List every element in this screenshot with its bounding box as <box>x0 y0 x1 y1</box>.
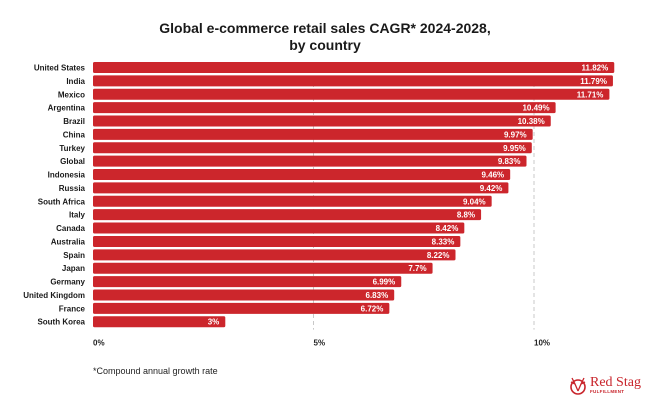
category-label: South Africa <box>38 197 86 206</box>
bar <box>93 316 226 328</box>
logo-sub: FULFILLMENT <box>590 389 625 394</box>
category-label: Canada <box>56 224 85 233</box>
data-label: 6.72% <box>361 304 384 313</box>
bar <box>93 75 613 87</box>
category-label: India <box>66 77 85 86</box>
bar <box>93 209 482 221</box>
x-tick-label: 0% <box>93 339 105 348</box>
bar <box>93 182 509 194</box>
bar <box>93 115 551 127</box>
stag-icon <box>570 377 586 395</box>
category-label: South Korea <box>37 318 85 327</box>
bar <box>93 289 395 301</box>
category-label: Italy <box>69 211 86 220</box>
bar <box>93 235 461 247</box>
data-label: 8.8% <box>457 211 475 220</box>
x-tick-label: 10% <box>534 339 550 348</box>
bar <box>93 142 532 154</box>
category-label: Turkey <box>59 144 85 153</box>
data-label: 8.33% <box>432 237 455 246</box>
bar <box>93 155 527 167</box>
data-label: 9.04% <box>463 197 486 206</box>
x-tick-label: 5% <box>314 339 326 348</box>
bar <box>93 276 402 288</box>
category-label: Brazil <box>63 117 85 126</box>
category-label: Australia <box>51 237 86 246</box>
logo-brand: Red Stag <box>590 375 641 390</box>
chart-title-line1: Global e-commerce retail sales CAGR* 202… <box>159 20 491 36</box>
bar <box>93 128 533 140</box>
bar <box>93 302 390 314</box>
data-label: 10.49% <box>522 104 549 113</box>
bar <box>93 88 610 100</box>
data-label: 11.71% <box>577 90 604 99</box>
footnote: *Compound annual growth rate <box>93 366 218 376</box>
bar <box>93 222 465 234</box>
data-label: 8.42% <box>436 224 459 233</box>
data-label: 3% <box>208 318 220 327</box>
category-label: United Kingdom <box>23 291 85 300</box>
data-label: 9.95% <box>503 144 526 153</box>
category-label: Mexico <box>58 90 85 99</box>
bar <box>93 249 456 261</box>
data-label: 6.99% <box>373 278 396 287</box>
chart-title-line2: by country <box>289 37 361 53</box>
data-label: 9.97% <box>504 130 527 139</box>
category-label: Russia <box>59 184 86 193</box>
category-label: Indonesia <box>48 171 86 180</box>
red-stag-logo: Red Stag FULFILLMENT <box>568 374 641 396</box>
category-label: Spain <box>63 251 85 260</box>
category-label: Germany <box>50 278 85 287</box>
category-label: France <box>59 304 86 313</box>
chart-title: Global e-commerce retail sales CAGR* 202… <box>0 20 650 54</box>
bar <box>93 102 556 114</box>
category-label: Argentina <box>48 104 86 113</box>
data-label: 9.42% <box>480 184 503 193</box>
category-label: Global <box>60 157 85 166</box>
bar <box>93 195 492 207</box>
data-label: 11.79% <box>580 77 607 86</box>
bar <box>93 262 433 274</box>
data-label: 10.38% <box>518 117 545 126</box>
category-label: United States <box>34 64 86 73</box>
bar <box>93 169 511 181</box>
category-label: Japan <box>62 264 85 273</box>
category-label: China <box>63 130 86 139</box>
bar <box>93 62 615 73</box>
data-label: 9.46% <box>481 171 504 180</box>
data-label: 8.22% <box>427 251 450 260</box>
data-label: 6.83% <box>366 291 389 300</box>
data-label: 7.7% <box>408 264 426 273</box>
data-label: 11.82% <box>582 64 609 73</box>
data-label: 9.83% <box>498 157 521 166</box>
